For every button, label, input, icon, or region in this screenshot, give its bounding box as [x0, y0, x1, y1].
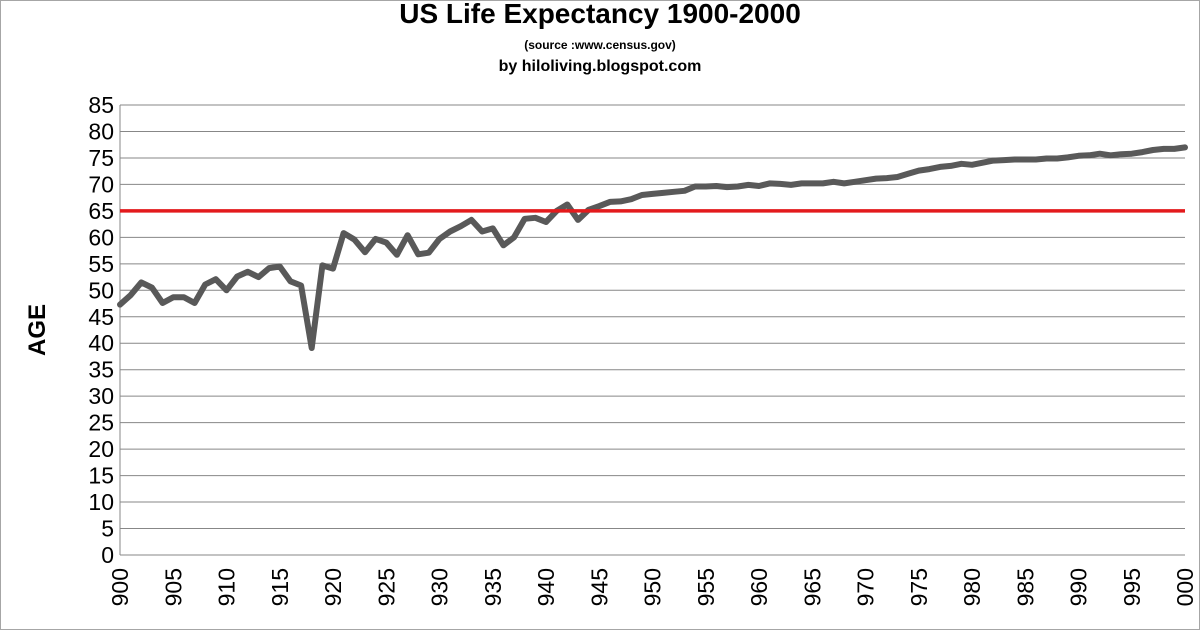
x-tick-label: 970	[853, 568, 879, 606]
x-tick-label: 950	[640, 568, 666, 606]
x-tick-label: 940	[533, 568, 559, 606]
x-tick-label: 985	[1012, 568, 1038, 606]
y-tick-label: 45	[88, 304, 114, 330]
x-tick-label: 945	[586, 568, 612, 606]
x-tick-label: 920	[320, 568, 346, 606]
x-tick-label: 960	[746, 568, 772, 606]
chart-title: US Life Expectancy 1900-2000	[399, 0, 801, 29]
y-tick-label: 5	[101, 516, 114, 542]
x-tick-label: 925	[373, 568, 399, 606]
x-tick-label: 915	[267, 568, 293, 606]
chart-byline: by hiloliving.blogspot.com	[498, 58, 702, 75]
y-axis-label: AGE	[24, 304, 51, 356]
y-tick-label: 80	[88, 118, 114, 144]
x-tick-label: 930	[427, 568, 453, 606]
x-tick-label: 980	[959, 568, 985, 606]
y-tick-label: 85	[88, 92, 114, 118]
x-tick-label: 935	[480, 568, 506, 606]
y-tick-label: 30	[88, 383, 114, 409]
y-tick-label: 70	[88, 171, 114, 197]
y-tick-label: 75	[88, 145, 114, 171]
series-layer	[117, 144, 1188, 351]
y-tick-label: 10	[88, 489, 114, 515]
y-tick-label: 20	[88, 436, 114, 462]
x-tick-label: 990	[1066, 568, 1092, 606]
y-tick-label: 0	[101, 542, 114, 568]
chart-source: (source :www.census.gov)	[524, 38, 676, 52]
y-tick-label: 60	[88, 224, 114, 250]
y-tick-label: 40	[88, 330, 114, 356]
y-tick-label: 35	[88, 357, 114, 383]
gridlines	[119, 104, 1185, 556]
x-tick-label: 900	[107, 568, 133, 606]
life-expectancy-line	[117, 144, 1188, 351]
x-tick-label: 995	[1119, 568, 1145, 606]
x-tick-label: 910	[214, 568, 240, 606]
y-tick-label: 50	[88, 277, 114, 303]
y-tick-label: 55	[88, 251, 114, 277]
x-tick-label: 965	[799, 568, 825, 606]
y-tick-label: 65	[88, 198, 114, 224]
x-tick-label: 000	[1172, 568, 1198, 606]
x-axis-ticks: 900 905 910 915 920 925 930 935 940 945 950 955 960 9…	[107, 568, 1198, 606]
y-tick-label: 25	[88, 410, 114, 436]
x-tick-label: 905	[160, 568, 186, 606]
y-tick-label: 15	[88, 463, 114, 489]
x-tick-label: 975	[906, 568, 932, 606]
x-tick-label: 955	[693, 568, 719, 606]
